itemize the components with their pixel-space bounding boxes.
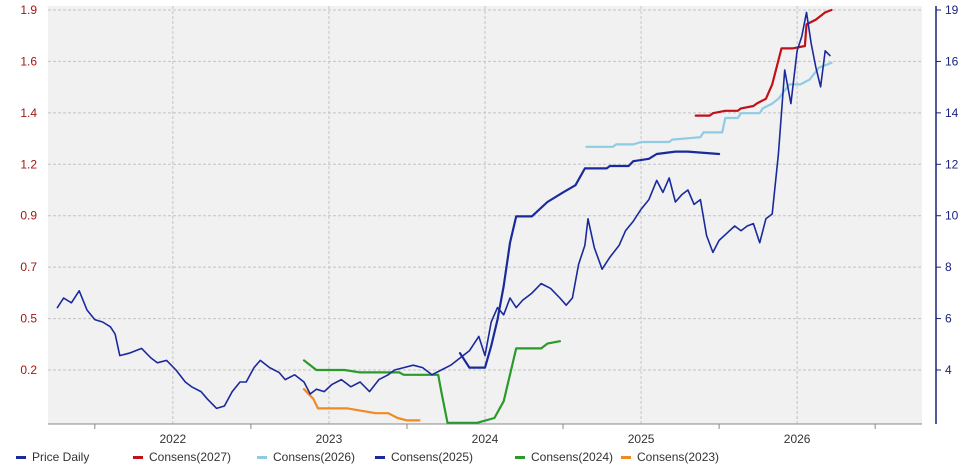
right-tick-label: 14 [945,106,959,120]
right-tick-label: 12 [945,157,959,171]
left-tick-label: 0.5 [20,312,37,326]
legend-item-consens-2026: Consens(2026) [257,450,355,464]
series-line-consens-2024 [302,340,562,424]
legend-label: Consens(2023) [637,450,720,464]
left-tick-label: 1.6 [20,54,37,68]
x-tick-label: 2026 [784,432,811,446]
legend-label: Consens(2027) [149,450,232,464]
gridlines [48,6,922,429]
right-tick-label: 19 [945,3,959,17]
series-line-consens-2025 [458,150,721,369]
legend-item-consens-2027: Consens(2027) [133,450,231,464]
legend: Price Daily Consens(2027) Consens(2026) Con… [0,448,980,467]
right-tick-label: 10 [945,209,959,223]
legend-label: Consens(2025) [391,450,474,464]
right-axis: 4 6 8 10 12 14 16 19 [936,3,959,377]
right-tick-label: 6 [945,312,952,326]
legend-label: Consens(2026) [273,450,356,464]
legend-item-consens-2024: Consens(2024) [515,450,613,464]
left-axis: 0.2 0.5 0.7 0.9 1.2 1.4 1.6 1.9 [20,3,37,377]
x-tick-label: 2023 [316,432,343,446]
right-tick-label: 16 [945,54,959,68]
left-tick-label: 0.7 [20,260,37,274]
left-tick-label: 1.9 [20,3,37,17]
legend-swatch [515,455,525,459]
right-tick-label: 4 [945,363,952,377]
legend-swatch [16,455,26,459]
left-tick-label: 1.4 [20,106,37,120]
left-tick-label: 0.9 [20,209,37,223]
legend-item-price-daily: Price Daily [16,450,89,464]
legend-swatch [257,455,267,459]
legend-swatch [375,455,385,459]
series-lines [56,8,833,424]
series-line-price-daily [56,11,831,410]
legend-swatch [133,455,143,459]
x-axis: 2022 2023 2024 2025 2026 [160,432,811,446]
series-line-consens-2023 [302,388,421,422]
legend-item-consens-2025: Consens(2025) [375,450,473,464]
series-line-consens-2026 [585,61,833,148]
right-tick-label: 8 [945,260,952,274]
series-line-consens-2027 [694,8,833,117]
x-tick-label: 2024 [472,432,499,446]
legend-swatch [621,455,631,459]
left-tick-label: 1.2 [20,157,37,171]
legend-label: Consens(2024) [531,450,614,464]
x-tick-label: 2025 [628,432,655,446]
legend-item-consens-2023: Consens(2023) [621,450,719,464]
left-tick-label: 0.2 [20,363,37,377]
legend-label: Price Daily [32,450,90,464]
x-tick-label: 2022 [160,432,187,446]
